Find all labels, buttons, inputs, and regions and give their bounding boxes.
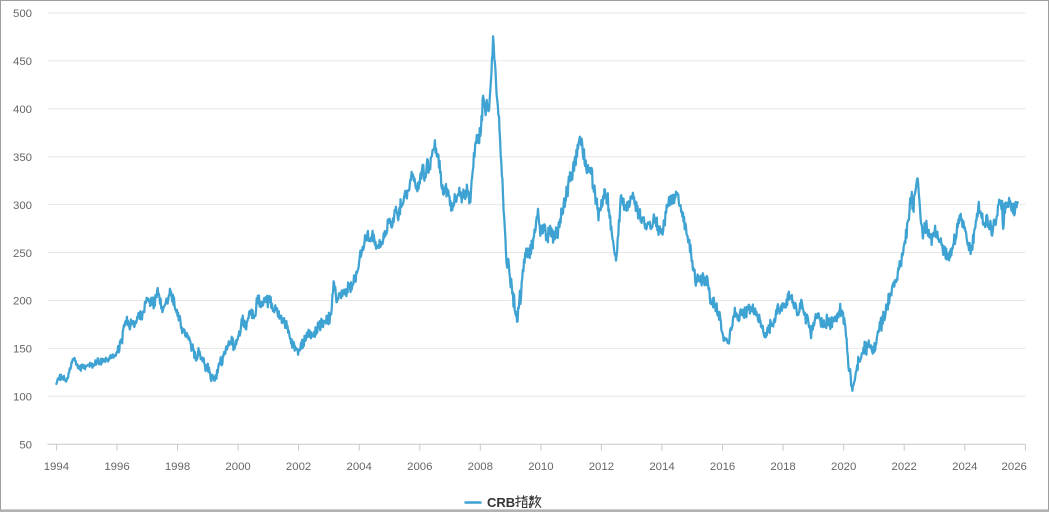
svg-text:2024: 2024	[952, 461, 977, 473]
svg-text:2008: 2008	[468, 461, 493, 473]
svg-text:200: 200	[13, 296, 32, 308]
svg-text:50: 50	[19, 439, 32, 451]
svg-text:2010: 2010	[528, 461, 553, 473]
svg-text:450: 450	[13, 56, 32, 68]
svg-text:2012: 2012	[589, 461, 614, 473]
svg-text:1994: 1994	[44, 461, 69, 473]
svg-text:350: 350	[13, 152, 32, 164]
svg-text:1998: 1998	[165, 461, 190, 473]
svg-text:2006: 2006	[407, 461, 432, 473]
svg-text:2022: 2022	[892, 461, 917, 473]
svg-text:2026: 2026	[1002, 461, 1027, 473]
svg-text:2016: 2016	[710, 461, 735, 473]
svg-text:2018: 2018	[770, 461, 795, 473]
svg-text:2000: 2000	[225, 461, 250, 473]
svg-text:500: 500	[13, 8, 32, 20]
svg-text:2002: 2002	[286, 461, 311, 473]
svg-text:2014: 2014	[649, 461, 674, 473]
svg-text:100: 100	[13, 392, 32, 404]
svg-text:400: 400	[13, 104, 32, 116]
svg-text:300: 300	[13, 200, 32, 212]
svg-text:2020: 2020	[831, 461, 856, 473]
svg-text:1996: 1996	[104, 461, 129, 473]
svg-text:CRB: CRB	[487, 495, 515, 510]
svg-text:2004: 2004	[347, 461, 372, 473]
svg-text:250: 250	[13, 248, 32, 260]
svg-text:150: 150	[13, 344, 32, 356]
